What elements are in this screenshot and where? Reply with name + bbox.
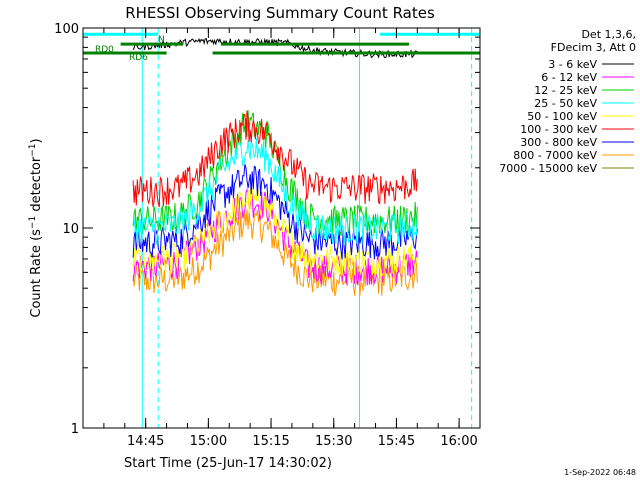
y-axis-label: Count Rate (s−1 detector−1) bbox=[28, 138, 44, 317]
legend-label: 800 - 7000 keV bbox=[513, 149, 597, 162]
x-axis: 14:45 15:00 15:15 15:30 15:45 16:00 bbox=[82, 28, 481, 449]
legend-header-line2: FDecim 3, Att 0 bbox=[551, 41, 636, 54]
x-tick-label: 15:30 bbox=[315, 434, 352, 449]
legend-label: 50 - 100 keV bbox=[527, 110, 597, 123]
legend-label: 100 - 300 keV bbox=[520, 123, 597, 136]
annotation-rd6: RD6 bbox=[129, 53, 148, 63]
annotation-rd0: RD0 bbox=[95, 45, 114, 55]
y-tick-label: 100 bbox=[54, 22, 79, 37]
x-tick-label: 15:15 bbox=[252, 434, 289, 449]
y-tick-label: 1 bbox=[71, 422, 79, 437]
series-line-3 bbox=[132, 138, 418, 246]
legend-header-line1: Det 1,3,6, bbox=[581, 28, 636, 41]
legend-label: 7000 - 15000 keV bbox=[499, 162, 597, 175]
x-axis-label: Start Time (25-Jun-17 14:30:02) bbox=[124, 456, 332, 471]
legend-label: 300 - 800 keV bbox=[520, 136, 597, 149]
series-layer bbox=[132, 37, 418, 297]
legend-label: 25 - 50 keV bbox=[534, 97, 597, 110]
timestamp: 1-Sep-2022 06:48 bbox=[564, 468, 636, 477]
series-line-6 bbox=[132, 164, 418, 260]
legend-label: 3 - 6 keV bbox=[548, 58, 597, 71]
x-tick-label: 15:45 bbox=[378, 434, 415, 449]
y-tick-label: 10 bbox=[62, 222, 79, 237]
x-tick-label: 15:00 bbox=[190, 434, 227, 449]
x-tick-label: 16:00 bbox=[440, 434, 477, 449]
series-line-5 bbox=[132, 110, 418, 208]
legend-label: 12 - 25 keV bbox=[534, 84, 597, 97]
annotation-n: N bbox=[158, 35, 165, 45]
y-axis: 1 10 100 bbox=[54, 22, 480, 437]
x-tick-label: 14:45 bbox=[127, 434, 164, 449]
legend-label: 6 - 12 keV bbox=[541, 71, 597, 84]
chart-title: RHESSI Observing Summary Count Rates bbox=[125, 4, 435, 22]
